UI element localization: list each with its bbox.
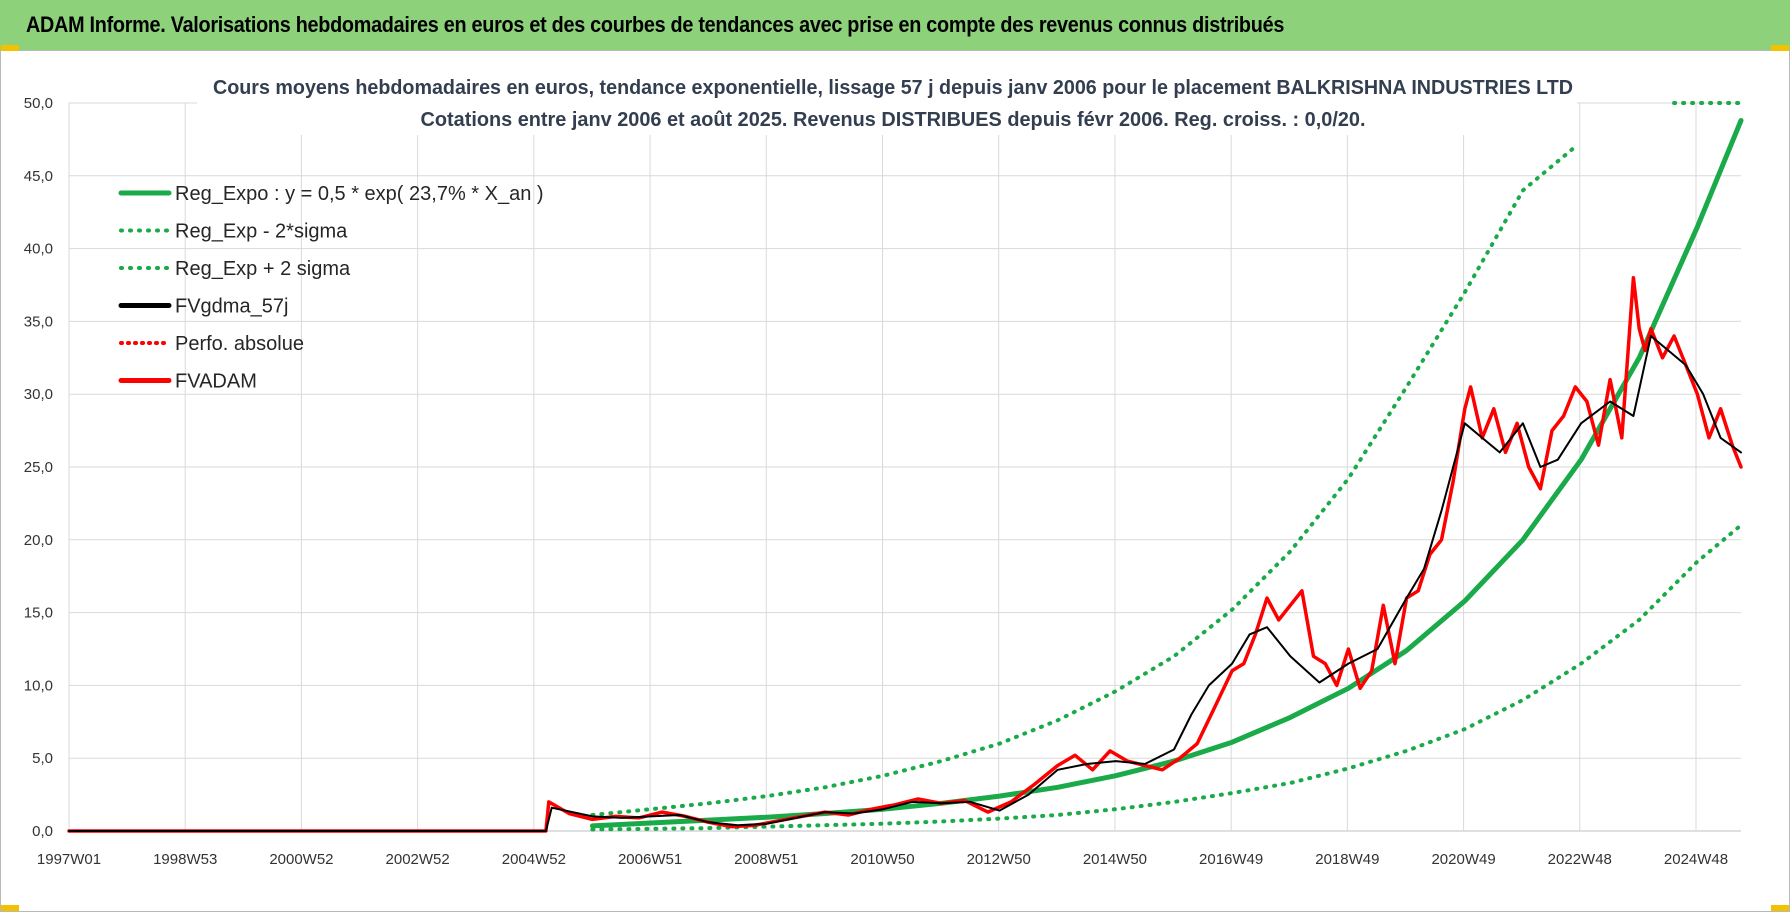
x-tick-label: 2008W51: [734, 851, 798, 868]
y-tick-label: 15,0: [24, 605, 53, 622]
chart-title-line1: Cours moyens hebdomadaires en euros, ten…: [213, 77, 1573, 99]
y-tick-label: 35,0: [24, 313, 53, 330]
legend-label-reg_minus: Reg_Exp - 2*sigma: [175, 221, 348, 243]
legend-label-reg_expo: Reg_Expo : y = 0,5 * exp( 23,7% * X_an ): [175, 183, 544, 205]
x-tick-label: 2000W52: [269, 851, 333, 868]
series-line-reg_plus: [590, 144, 1578, 817]
grid-layer: [68, 102, 1741, 832]
chart-title-background: [197, 65, 1577, 135]
x-tick-label: 2002W52: [386, 851, 450, 868]
series-line-reg_minus: [590, 523, 1743, 832]
y-tick-label: 50,0: [24, 95, 53, 112]
x-tick-label: 1997W01: [37, 851, 101, 868]
x-tick-label: 2006W51: [618, 851, 682, 868]
corner-marker-bottom-left: [1, 905, 19, 911]
y-tick-label: 10,0: [24, 677, 53, 694]
legend-label-gdma: FVgdma_57j: [175, 296, 288, 318]
x-tick-label: 2018W49: [1315, 851, 1379, 868]
series-layer: [67, 101, 1744, 833]
report-header: ADAM Informe. Valorisations hebdomadaire…: [0, 0, 1790, 50]
y-tick-label: 25,0: [24, 459, 53, 476]
x-tick-label: 2022W48: [1548, 851, 1612, 868]
line-chart: 0,0 5,0 10,0 15,0 20,0 25,0 30,0 35,0 40,0 45,0 50…: [24, 65, 1744, 868]
corner-marker-bottom-right: [1771, 905, 1789, 911]
y-tick-label: 45,0: [24, 168, 53, 185]
x-tick-label: 2012W50: [967, 851, 1031, 868]
y-tick-label: 0,0: [32, 823, 53, 840]
x-tick-label: 2016W49: [1199, 851, 1263, 868]
report-title: ADAM Informe. Valorisations hebdomadaire…: [26, 12, 1285, 37]
y-tick-label: 5,0: [32, 750, 53, 767]
y-tick-label: 40,0: [24, 241, 53, 258]
series-line-reg_expo: [589, 118, 1744, 829]
corner-marker-top-right: [1771, 45, 1789, 51]
x-axis-ticks: 1997W01 1998W53 2000W52 2002W52 2004W52 2006W…: [37, 851, 1728, 868]
legend: Reg_Expo : y = 0,5 * exp( 23,7% * X_an )…: [118, 183, 544, 393]
x-tick-label: 2014W50: [1083, 851, 1147, 868]
legend-label-reg_plus: Reg_Exp + 2 sigma: [175, 258, 351, 280]
legend-label-adam: FVADAM: [175, 371, 257, 393]
legend-label-perfo: Perfo. absolue: [175, 333, 304, 355]
y-tick-label: 20,0: [24, 532, 53, 549]
y-axis-ticks: 0,0 5,0 10,0 15,0 20,0 25,0 30,0 35,0 40,0 45,0 50…: [24, 95, 53, 840]
x-tick-label: 1998W53: [153, 851, 217, 868]
x-tick-label: 2024W48: [1664, 851, 1728, 868]
x-tick-label: 2004W52: [502, 851, 566, 868]
x-tick-label: 2020W49: [1431, 851, 1495, 868]
chart-title-line2: Cotations entre janv 2006 et août 2025. …: [421, 109, 1366, 131]
x-tick-label: 2010W50: [850, 851, 914, 868]
series-line-adam: [67, 275, 1743, 833]
series-line-gdma: [68, 335, 1742, 832]
y-tick-label: 30,0: [24, 386, 53, 403]
chart-frame: 0,0 5,0 10,0 15,0 20,0 25,0 30,0 35,0 40,0 45,0 50…: [0, 45, 1790, 912]
corner-marker-top-left: [1, 45, 19, 51]
